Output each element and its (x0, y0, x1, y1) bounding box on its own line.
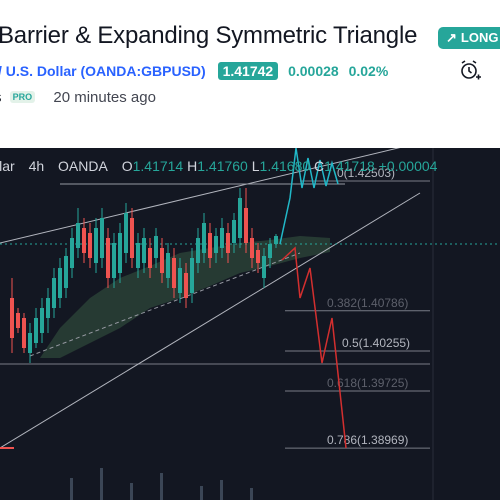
symbol-name-link[interactable]: / U.S. Dollar (0, 63, 77, 79)
candle-body (196, 238, 200, 263)
long-badge: ↗ LONG (438, 27, 500, 49)
open-label: O (121, 158, 133, 174)
candle-body (136, 243, 140, 268)
idea-title: Barrier & Expanding Symmetric Triangle (0, 22, 418, 49)
candle-body (40, 308, 44, 333)
candle-body (118, 233, 122, 273)
price-change: 0.00028 (288, 63, 339, 79)
candle-body (268, 244, 272, 258)
candle-body (130, 218, 134, 258)
bullish-projection-line (279, 148, 339, 245)
volume-bar (70, 478, 73, 500)
candle-body (250, 238, 254, 258)
volume-bar (160, 473, 163, 500)
fib-level-label: 0.5(1.40255) (342, 336, 410, 350)
price-chart[interactable]: 0(1.42503) 0.382(1.40786) 0.5(1.40255) 0.61… (0, 148, 500, 500)
candle-body (184, 273, 188, 298)
candle-body (154, 236, 158, 258)
bearish-projection-line (281, 246, 347, 449)
candle-body (238, 198, 242, 238)
fib-level-label: 0.786(1.38969) (327, 433, 408, 447)
high-label: H (187, 158, 198, 174)
candle-body (244, 208, 248, 243)
volume-bar (250, 488, 253, 500)
alarm-clock-add-icon[interactable] (458, 58, 482, 82)
candle-body (70, 238, 74, 268)
channel-lower-line (0, 192, 421, 449)
candle-body (262, 256, 266, 278)
candle-body (34, 318, 38, 343)
candle-body (172, 258, 176, 288)
open-value: 1.41714 (132, 158, 184, 174)
idea-header: Barrier & Expanding Symmetric Triangle ↗… (0, 0, 500, 148)
price-change-percent: 0.02% (348, 63, 389, 79)
candle-body (142, 238, 146, 263)
candle-body (226, 233, 230, 253)
arrow-up-right-icon: ↗ (446, 30, 457, 45)
volume-bar (200, 486, 203, 500)
close-value: 1.41718 (324, 158, 375, 174)
bar-change: +0.00004 (378, 158, 438, 174)
candle-body (124, 213, 128, 253)
candle-body (232, 220, 236, 243)
symbol-code-link[interactable]: (OANDA:GBPUSD) (80, 63, 206, 79)
fib-level-label: 0(1.42503) (337, 166, 395, 180)
candle-body (82, 228, 86, 253)
candle-body (52, 278, 56, 308)
low-label: L (251, 158, 260, 174)
candle-body (274, 236, 278, 244)
candle-body (64, 256, 68, 288)
fib-level-label: 0.618(1.39725) (327, 376, 408, 390)
candle-body (58, 268, 62, 298)
channel-mid-line (29, 252, 301, 357)
candle-body (10, 298, 14, 338)
candle-body (148, 248, 152, 268)
symbol-row: / U.S. Dollar (OANDA:GBPUSD) 1.41742 0.0… (0, 62, 388, 80)
fib-level-label: 0.382(1.40786) (327, 296, 408, 310)
candle-body (16, 313, 20, 328)
candle-body (190, 258, 194, 293)
author-row: s PRO 20 minutes ago (0, 89, 156, 106)
pro-badge: PRO (9, 91, 36, 103)
candle-body (22, 318, 26, 348)
candle-body (166, 253, 170, 278)
volume-bar (130, 483, 133, 500)
candle-body (94, 228, 98, 263)
close-label: C (314, 158, 325, 174)
long-badge-label: LONG (460, 30, 499, 45)
candle-body (46, 298, 50, 318)
author-name[interactable]: s (0, 89, 2, 106)
chart-interval[interactable]: 4h (28, 158, 45, 174)
high-value: 1.41760 (197, 158, 248, 174)
candle-body (100, 218, 104, 258)
candle-body (160, 248, 164, 273)
chart-exchange: OANDA (58, 158, 108, 174)
candle-body (214, 236, 218, 253)
low-value: 1.41680 (259, 158, 311, 174)
candle-body (202, 223, 206, 253)
candle-body (256, 250, 260, 263)
last-price: 1.41742 (217, 62, 279, 80)
candle-body (106, 238, 110, 278)
channel-upper-line (0, 148, 401, 244)
candle-body (76, 223, 80, 248)
volume-bar (220, 480, 223, 500)
candle-body (88, 233, 92, 258)
candle-body (178, 268, 182, 293)
chart-symbol: llar (0, 158, 15, 174)
volume-bar (100, 468, 103, 500)
candle-body (220, 228, 224, 248)
chart-canvas[interactable]: 0(1.42503) 0.382(1.40786) 0.5(1.40255) 0.61… (0, 148, 500, 500)
candle-body (208, 233, 212, 258)
candle-body (28, 333, 32, 353)
candle-body (112, 243, 116, 278)
ohlc-legend: llar 4h OANDA O1.41714 H1.41760 L1.41680… (0, 158, 437, 174)
published-time: 20 minutes ago (53, 89, 156, 106)
